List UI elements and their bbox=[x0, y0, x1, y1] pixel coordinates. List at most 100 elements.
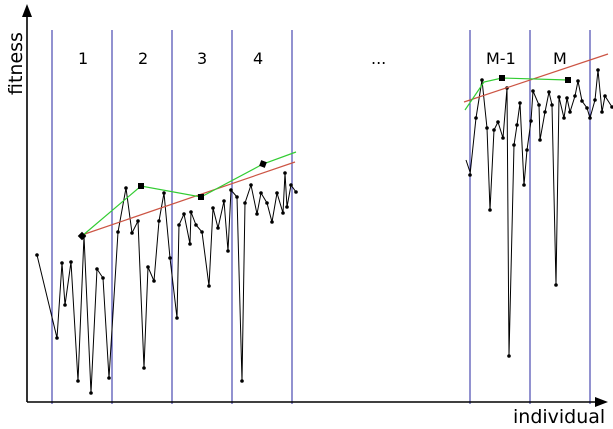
fitness-right-point bbox=[568, 110, 572, 114]
segment-label-1: 1 bbox=[78, 49, 88, 68]
fitness-right-point bbox=[488, 208, 492, 212]
fitness-left-point bbox=[107, 376, 111, 380]
fitness-left-point bbox=[259, 191, 263, 195]
linear-fit-right bbox=[463, 53, 609, 103]
y-axis-label: fitness bbox=[5, 32, 27, 95]
fitness-right-point bbox=[512, 143, 516, 147]
best-marker-m bbox=[565, 77, 571, 83]
fitness-left-point bbox=[200, 230, 204, 234]
x-axis-arrow bbox=[595, 397, 608, 407]
fitness-left-point bbox=[157, 219, 161, 223]
fitness-left-point bbox=[255, 212, 259, 216]
fitness-right-point bbox=[547, 90, 551, 94]
fitness-right-point bbox=[496, 120, 500, 124]
fitness-left-point bbox=[194, 223, 198, 227]
fitness-left-point bbox=[222, 199, 226, 203]
fitness-right-point bbox=[580, 99, 584, 103]
fitness-left-point bbox=[188, 242, 192, 246]
fitness-right-point bbox=[522, 183, 526, 187]
fitness-series-right-main bbox=[469, 69, 613, 357]
fitness-left-point bbox=[243, 201, 247, 205]
y-axis-arrow bbox=[22, 4, 32, 17]
segment-label-ellipsis: ... bbox=[371, 49, 386, 68]
fitness-left-point bbox=[95, 267, 99, 271]
fitness-left-point bbox=[289, 183, 293, 187]
best-marker-4 bbox=[259, 160, 267, 168]
fitness-right-point bbox=[610, 105, 613, 109]
fitness-left-point bbox=[226, 249, 230, 253]
segment-label-m: M bbox=[553, 49, 567, 68]
fitness-right-point bbox=[474, 116, 478, 120]
fitness-right-point bbox=[550, 103, 554, 107]
fitness-right-point bbox=[507, 354, 511, 358]
fitness-right-point bbox=[468, 173, 472, 177]
fitness-left-point bbox=[189, 210, 193, 214]
fitness-left-point bbox=[207, 284, 211, 288]
fitness-left-point bbox=[235, 195, 239, 199]
fitness-right-point bbox=[515, 123, 519, 127]
fitness-right-point bbox=[565, 96, 569, 100]
fitness-right-point bbox=[588, 116, 592, 120]
fitness-left-point bbox=[281, 211, 285, 215]
fitness-left-point bbox=[60, 261, 64, 265]
fitness-left-point bbox=[285, 205, 289, 209]
fitness-right-point bbox=[585, 106, 589, 110]
fitness-left-point bbox=[162, 191, 166, 195]
fitness-left-point bbox=[229, 188, 233, 192]
fitness-left-point bbox=[275, 191, 279, 195]
best-marker-3 bbox=[198, 194, 204, 200]
fitness-left-point bbox=[294, 190, 298, 194]
fitness-right-point bbox=[485, 126, 489, 130]
fitness-series-right bbox=[465, 159, 471, 173]
best-path-right bbox=[464, 77, 569, 111]
fitness-left-point bbox=[63, 303, 67, 307]
fitness-left-point bbox=[152, 279, 156, 283]
fitness-left-point bbox=[146, 265, 150, 269]
fitness-left-point bbox=[168, 256, 172, 260]
fitness-left-point bbox=[89, 391, 93, 395]
fitness-left-point bbox=[265, 201, 269, 205]
fitness-left-point bbox=[136, 219, 140, 223]
fitness-right-point bbox=[596, 68, 600, 72]
fitness-right-point bbox=[538, 138, 542, 142]
fitness-right-point bbox=[501, 136, 505, 140]
fitness-left-point bbox=[182, 212, 186, 216]
fitness-points-right bbox=[468, 68, 613, 358]
fitness-series-left bbox=[36, 172, 297, 394]
linear-fit-left bbox=[78, 161, 296, 237]
fitness-left-point bbox=[211, 206, 215, 210]
fitness-left-point bbox=[216, 226, 220, 230]
fitness-right-point bbox=[603, 94, 607, 98]
segment-boundaries bbox=[51, 30, 591, 404]
fitness-left-point bbox=[55, 336, 59, 340]
fitness-left-point bbox=[101, 276, 105, 280]
fitness-right-point bbox=[531, 89, 535, 93]
fitness-left-point bbox=[283, 171, 287, 175]
fitness-left-point bbox=[270, 220, 274, 224]
segment-label-4: 4 bbox=[253, 49, 263, 68]
best-marker-m-minus-1 bbox=[499, 75, 505, 81]
fitness-right-point bbox=[600, 110, 604, 114]
fitness-right-point bbox=[573, 94, 577, 98]
fitness-right-point bbox=[554, 283, 558, 287]
fitness-left-point bbox=[124, 186, 128, 190]
fitness-left-point bbox=[116, 230, 120, 234]
fitness-left-point bbox=[240, 379, 244, 383]
fitness-left-point bbox=[177, 223, 181, 227]
fitness-right-point bbox=[480, 78, 484, 82]
fitness-right-point bbox=[576, 79, 580, 83]
segment-label-2: 2 bbox=[138, 49, 148, 68]
fitness-left-point bbox=[142, 366, 146, 370]
fitness-right-point bbox=[529, 119, 533, 123]
fitness-right-point bbox=[543, 110, 547, 114]
fitness-left-point bbox=[175, 316, 179, 320]
x-axis-label: individual bbox=[513, 406, 605, 428]
fitness-right-point bbox=[557, 95, 561, 99]
fitness-right-point bbox=[518, 101, 522, 105]
best-marker-1 bbox=[77, 231, 87, 241]
fitness-right-point bbox=[562, 116, 566, 120]
fitness-right-point bbox=[537, 103, 541, 107]
best-marker-2 bbox=[138, 183, 144, 189]
